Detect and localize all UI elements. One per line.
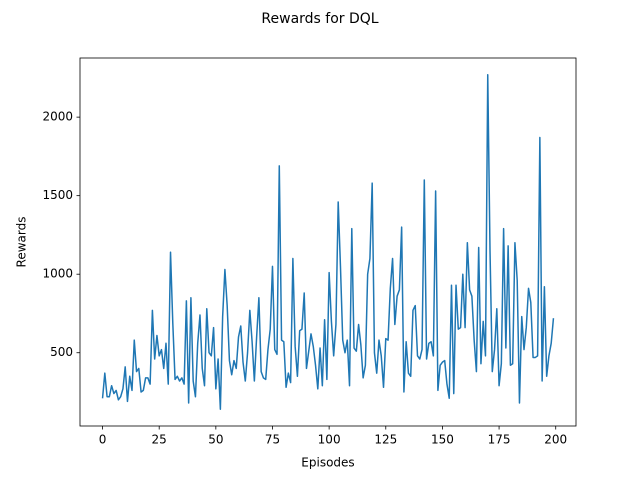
y-tick-label: 500 [50,345,73,359]
y-tick-label: 1500 [42,188,73,202]
y-tick-label: 1000 [42,267,73,281]
plot-frame [79,57,577,427]
x-tick-label: 25 [152,433,167,447]
data-line [101,73,555,411]
y-tick-label: 2000 [42,110,73,124]
x-tick-label: 175 [488,433,511,447]
x-tick-label: 50 [208,433,223,447]
x-tick-label: 150 [431,433,454,447]
x-tick-label: 125 [374,433,397,447]
x-tick-label: 200 [544,433,567,447]
chart-title: Rewards for DQL [261,11,378,27]
x-tick-label: 100 [318,433,341,447]
x-axis-label: Episodes [301,456,354,470]
x-tick-label: 75 [265,433,280,447]
y-axis-label: Rewards [15,217,29,268]
x-tick-label: 0 [99,433,107,447]
